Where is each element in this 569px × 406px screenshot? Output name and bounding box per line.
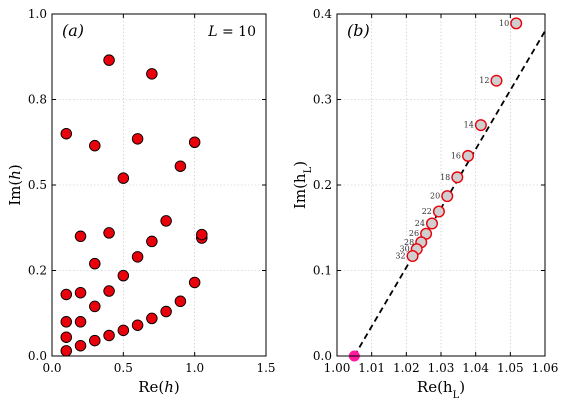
data-point [117,269,130,282]
data-point [103,227,115,239]
data-point [188,136,201,148]
y-tick-label: 0.0 [28,349,47,363]
data-point [89,300,101,313]
y-tick-label: 0.1 [313,264,332,278]
data-point-L20 [441,190,454,203]
data-point [60,331,73,343]
data-point [103,285,115,297]
point-label-L12: 12 [479,76,489,85]
x-tick-label: 0.5 [114,361,133,375]
data-point [103,54,115,66]
y-tick-label: 0.8 [28,93,47,107]
data-point [160,215,172,227]
x-tick-label: 0.0 [42,361,61,375]
data-point [89,139,101,152]
y-tick-label: 1.0 [28,7,47,21]
point-label-L16: 16 [451,151,461,160]
data-point [196,228,208,241]
data-point [60,345,73,357]
data-point [146,235,158,248]
data-point [174,295,187,308]
fit-line [353,30,546,357]
point-label-L14: 14 [464,121,474,130]
data-point [74,316,87,328]
data-point [117,172,130,184]
data-point [131,133,144,145]
data-point [131,251,144,263]
data-point-L10 [510,17,523,30]
panel-label: (b) [347,21,370,40]
data-point [174,160,187,172]
point-label-L22: 22 [422,207,432,216]
y-tick-label: 0.5 [28,178,47,192]
data-point [117,324,130,337]
data-point-L16 [462,149,475,162]
x-tick-label: 1.02 [393,361,420,375]
x-tick-label: 1.0 [185,361,204,375]
data-point [74,339,87,352]
data-point [131,319,144,331]
y-axis-label: Im(h) [6,164,24,206]
panel-a: 0.0 0.5 1.0 1.5 0.0 0.2 0.5 0.8 1.0 Re(h) Im(h) (a)… [6,7,276,396]
x-axis-label: Re(h) [138,378,180,396]
x-tick-label: 1.05 [497,361,524,375]
data-point [60,288,73,301]
x-tick-label: 1.06 [532,361,559,375]
point-label-L28: 28 [404,238,414,247]
y-tick-label: 0.3 [313,93,332,107]
y-axis-label: Im(hL) [291,161,314,209]
x-axis-label: Re(hL) [417,378,465,401]
x-tick-label: 1.5 [256,361,275,375]
data-point-L32 [406,249,419,262]
point-label-L10: 10 [499,19,509,28]
data-point [146,312,158,325]
data-point-L18 [451,171,464,184]
y-tick-label: 0.0 [313,349,332,363]
data-point [74,286,87,299]
data-point [89,334,101,347]
y-tick-label: 0.4 [313,7,332,21]
data-point [160,305,172,318]
data-point [188,276,201,289]
system-size-annotation: L = 10 [207,24,256,40]
x-tick-label: 1.01 [358,361,385,375]
data-point-L12 [490,74,503,87]
point-label-L20: 20 [430,192,440,201]
panel-label: (a) [62,21,84,40]
x-tick-label: 1.00 [324,361,351,375]
data-point [60,127,73,140]
data-point-L14 [474,119,487,132]
data-point [60,316,73,328]
x-tick-label: 1.03 [428,361,455,375]
data-point [74,230,87,243]
x-tick-label: 1.04 [462,361,489,375]
y-tick-label: 0.2 [313,178,332,192]
y-tick-label: 0.2 [28,264,47,278]
data-point-L22 [432,205,445,218]
point-label-L32: 32 [395,251,405,260]
point-label-L26: 26 [409,229,419,238]
point-label-L30: 30 [400,245,410,254]
data-point [103,329,115,342]
data-point-L24 [425,217,438,230]
point-label-L18: 18 [440,173,450,182]
data-point [89,257,101,270]
point-label-L24: 24 [415,219,425,228]
data-point [146,68,158,80]
